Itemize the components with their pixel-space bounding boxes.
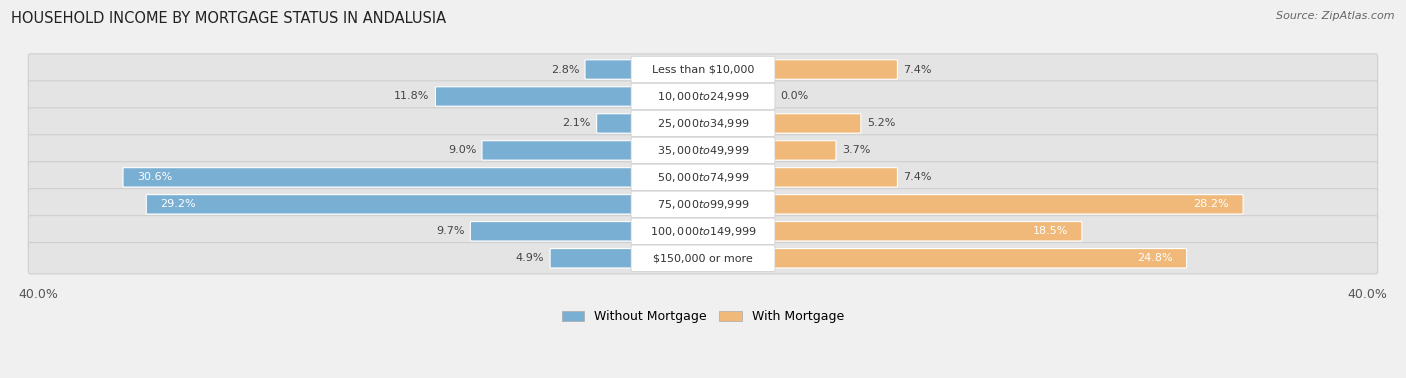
Text: 7.4%: 7.4% bbox=[903, 65, 932, 74]
FancyBboxPatch shape bbox=[596, 114, 633, 133]
Text: 24.8%: 24.8% bbox=[1137, 253, 1173, 263]
FancyBboxPatch shape bbox=[146, 195, 633, 214]
FancyBboxPatch shape bbox=[471, 222, 633, 241]
Text: $10,000 to $24,999: $10,000 to $24,999 bbox=[657, 90, 749, 103]
Text: $35,000 to $49,999: $35,000 to $49,999 bbox=[657, 144, 749, 157]
Text: 4.9%: 4.9% bbox=[516, 253, 544, 263]
Text: 18.5%: 18.5% bbox=[1032, 226, 1067, 236]
Text: HOUSEHOLD INCOME BY MORTGAGE STATUS IN ANDALUSIA: HOUSEHOLD INCOME BY MORTGAGE STATUS IN A… bbox=[11, 11, 446, 26]
Text: 2.1%: 2.1% bbox=[562, 118, 591, 129]
FancyBboxPatch shape bbox=[773, 114, 860, 133]
Text: Less than $10,000: Less than $10,000 bbox=[652, 65, 754, 74]
FancyBboxPatch shape bbox=[28, 243, 1378, 274]
Text: 5.2%: 5.2% bbox=[866, 118, 896, 129]
Text: 2.8%: 2.8% bbox=[551, 65, 579, 74]
Text: Source: ZipAtlas.com: Source: ZipAtlas.com bbox=[1277, 11, 1395, 21]
Text: 7.4%: 7.4% bbox=[903, 172, 932, 182]
Text: $100,000 to $149,999: $100,000 to $149,999 bbox=[650, 225, 756, 238]
Text: $150,000 or more: $150,000 or more bbox=[654, 253, 752, 263]
FancyBboxPatch shape bbox=[631, 56, 775, 83]
Text: 29.2%: 29.2% bbox=[160, 199, 195, 209]
Text: 28.2%: 28.2% bbox=[1194, 199, 1229, 209]
FancyBboxPatch shape bbox=[773, 168, 897, 187]
FancyBboxPatch shape bbox=[773, 60, 897, 79]
FancyBboxPatch shape bbox=[122, 168, 633, 187]
Text: 9.0%: 9.0% bbox=[447, 146, 477, 155]
Legend: Without Mortgage, With Mortgage: Without Mortgage, With Mortgage bbox=[557, 305, 849, 328]
FancyBboxPatch shape bbox=[631, 218, 775, 245]
FancyBboxPatch shape bbox=[28, 54, 1378, 85]
FancyBboxPatch shape bbox=[773, 195, 1243, 214]
FancyBboxPatch shape bbox=[631, 110, 775, 137]
Text: 9.7%: 9.7% bbox=[436, 226, 464, 236]
FancyBboxPatch shape bbox=[550, 249, 633, 268]
FancyBboxPatch shape bbox=[631, 191, 775, 218]
FancyBboxPatch shape bbox=[28, 162, 1378, 193]
FancyBboxPatch shape bbox=[773, 222, 1081, 241]
FancyBboxPatch shape bbox=[773, 249, 1187, 268]
Text: 30.6%: 30.6% bbox=[138, 172, 173, 182]
Text: 11.8%: 11.8% bbox=[394, 91, 430, 101]
Text: $75,000 to $99,999: $75,000 to $99,999 bbox=[657, 198, 749, 211]
FancyBboxPatch shape bbox=[28, 81, 1378, 112]
FancyBboxPatch shape bbox=[631, 245, 775, 271]
Text: 0.0%: 0.0% bbox=[780, 91, 808, 101]
FancyBboxPatch shape bbox=[482, 141, 633, 160]
FancyBboxPatch shape bbox=[773, 141, 837, 160]
FancyBboxPatch shape bbox=[28, 108, 1378, 139]
FancyBboxPatch shape bbox=[28, 189, 1378, 220]
FancyBboxPatch shape bbox=[28, 135, 1378, 166]
Text: 3.7%: 3.7% bbox=[842, 146, 870, 155]
FancyBboxPatch shape bbox=[436, 87, 633, 106]
Text: $50,000 to $74,999: $50,000 to $74,999 bbox=[657, 171, 749, 184]
FancyBboxPatch shape bbox=[631, 83, 775, 110]
FancyBboxPatch shape bbox=[28, 216, 1378, 247]
FancyBboxPatch shape bbox=[585, 60, 633, 79]
FancyBboxPatch shape bbox=[631, 164, 775, 191]
Text: $25,000 to $34,999: $25,000 to $34,999 bbox=[657, 117, 749, 130]
FancyBboxPatch shape bbox=[631, 137, 775, 164]
